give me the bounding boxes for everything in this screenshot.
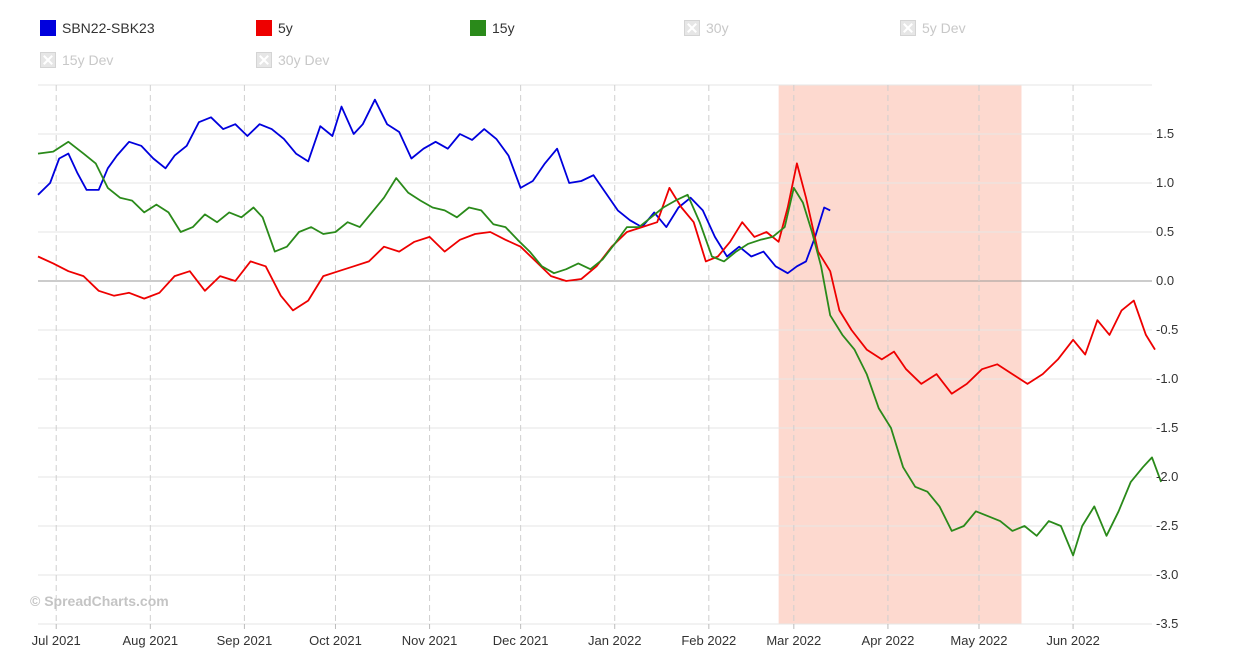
- highlight-band: [778, 85, 1022, 624]
- legend-item-30y[interactable]: 30y: [684, 20, 729, 36]
- y-tick-label: -2.5: [1156, 518, 1178, 533]
- y-tick-label: 0.0: [1156, 273, 1174, 288]
- legend-item-15y-dev[interactable]: 15y Dev: [40, 52, 113, 68]
- legend-swatch: [256, 52, 272, 68]
- chart-legend: SBN22-SBK23 5y 15y 30y 5y Dev 15y Dev 30y Dev: [0, 0, 1234, 80]
- x-tick-label: Jul 2021: [32, 633, 81, 648]
- legend-swatch: [684, 20, 700, 36]
- series-line-sbn22-sbk23: [37, 98, 831, 275]
- x-tick-label: Jun 2022: [1046, 633, 1100, 648]
- y-tick-label: -1.5: [1156, 420, 1178, 435]
- legend-item-15y[interactable]: 15y: [470, 20, 515, 36]
- legend-label: 15y: [492, 20, 515, 36]
- legend-swatch: [40, 52, 56, 68]
- x-tick-label: Oct 2021: [309, 633, 362, 648]
- legend-swatch: [256, 20, 272, 36]
- legend-label: SBN22-SBK23: [62, 20, 155, 36]
- y-tick-label: -3.0: [1156, 567, 1178, 582]
- y-tick-label: -3.5: [1156, 616, 1178, 631]
- y-tick-label: 0.5: [1156, 224, 1174, 239]
- legend-swatch: [900, 20, 916, 36]
- x-tick-label: Nov 2021: [402, 633, 458, 648]
- x-tick-label: Jan 2022: [588, 633, 642, 648]
- legend-item-sbn22-sbk23[interactable]: SBN22-SBK23: [40, 20, 155, 36]
- x-tick-label: Feb 2022: [681, 633, 736, 648]
- x-tick-label: Mar 2022: [766, 633, 821, 648]
- legend-swatch: [40, 20, 56, 36]
- gridlines: [38, 84, 1152, 629]
- series-lines: [37, 98, 1162, 557]
- x-tick-label: May 2022: [950, 633, 1007, 648]
- legend-item-5y[interactable]: 5y: [256, 20, 293, 36]
- x-tick-label: Aug 2021: [122, 633, 178, 648]
- legend-label: 30y: [706, 20, 729, 36]
- legend-label: 5y: [278, 20, 293, 36]
- series-line-15y: [37, 140, 1162, 557]
- legend-label: 30y Dev: [278, 52, 330, 68]
- axis-ticks: 1.5 1.0 0.5 0.0 -0.5 -1.0 -1.5 -2.0 -2.5 -3.0 -3.5…: [32, 126, 1179, 648]
- legend-swatch: [470, 20, 486, 36]
- highlight-band-layer: [778, 85, 1022, 624]
- y-tick-label: -1.0: [1156, 371, 1178, 386]
- y-tick-label: -2.0: [1156, 469, 1178, 484]
- x-tick-label: Sep 2021: [217, 633, 273, 648]
- legend-item-30y-dev[interactable]: 30y Dev: [256, 52, 329, 68]
- legend-item-5y-dev[interactable]: 5y Dev: [900, 20, 966, 36]
- y-tick-label: 1.5: [1156, 126, 1174, 141]
- legend-label: 5y Dev: [922, 20, 966, 36]
- x-tick-label: Dec 2021: [493, 633, 549, 648]
- y-tick-label: -0.5: [1156, 322, 1178, 337]
- x-tick-label: Apr 2022: [862, 633, 915, 648]
- watermark: © SpreadCharts.com: [30, 593, 169, 609]
- series-line-5y: [37, 162, 1156, 395]
- legend-label: 15y Dev: [62, 52, 114, 68]
- y-tick-label: 1.0: [1156, 175, 1174, 190]
